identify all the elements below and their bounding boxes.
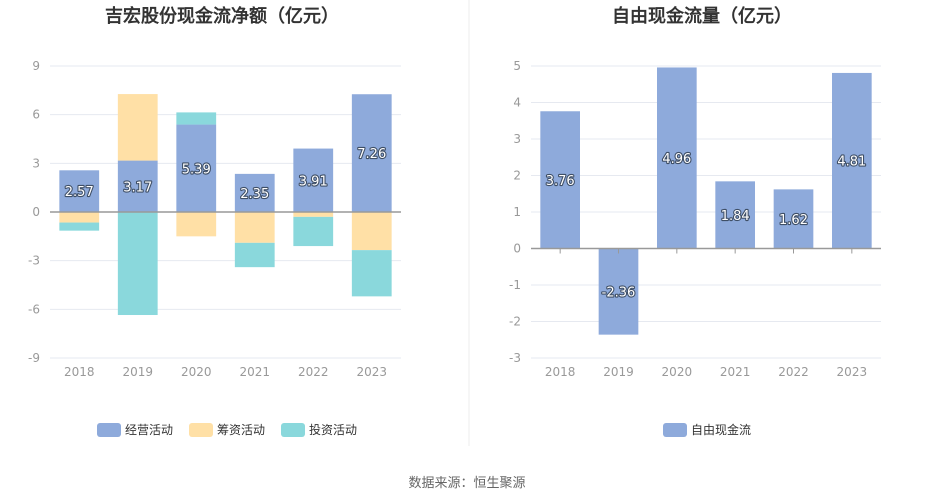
legend-label: 经营活动 xyxy=(125,423,173,437)
bar-2019-s1 xyxy=(117,94,158,161)
legend-item[interactable]: 经营活动 xyxy=(97,423,173,437)
y-tick-label: 2 xyxy=(513,169,521,183)
y-tick-label: -3 xyxy=(509,351,521,365)
x-tick-label: 2021 xyxy=(720,365,751,379)
bar-2020-s1 xyxy=(176,212,217,237)
x-tick-label: 2020 xyxy=(662,365,693,379)
y-tick-label: 3 xyxy=(32,156,40,170)
legend-item[interactable]: 投资活动 xyxy=(281,422,357,437)
grid xyxy=(531,65,881,359)
bar-2020-s0 xyxy=(176,124,217,212)
y-tick-label: -6 xyxy=(28,302,40,316)
data-labels: 2.57 3.17 5.39 2.35 3.91 7.26 xyxy=(64,146,388,203)
x-tick-label: 2022 xyxy=(298,365,329,379)
data-label: 2.35 xyxy=(240,187,269,202)
legend-swatch xyxy=(97,423,121,437)
y-tick-label: 3 xyxy=(513,132,521,146)
y-tick-label: 9 xyxy=(32,59,40,73)
legend-swatch xyxy=(663,423,687,437)
bar-2021-s2 xyxy=(234,242,275,268)
bar-2020-s0 xyxy=(657,67,697,249)
x-tick-label: 2021 xyxy=(239,365,270,379)
data-label: 2.57 xyxy=(65,185,94,200)
data-label: 3.91 xyxy=(299,174,328,189)
bar-2020-s2 xyxy=(176,112,217,125)
data-label: 4.81 xyxy=(837,155,866,170)
y-tick-label: -2 xyxy=(509,315,521,329)
bar-2019-s2 xyxy=(117,212,158,316)
bar-2019-s0 xyxy=(598,248,639,335)
y-tick-label: 4 xyxy=(513,96,521,110)
bar-2022-s0 xyxy=(293,148,334,212)
y-tick-label: 6 xyxy=(32,108,40,122)
data-label: 7.26 xyxy=(357,147,386,162)
legend-swatch xyxy=(189,423,213,437)
x-tick-label: 2023 xyxy=(837,365,868,379)
data-label: 3.17 xyxy=(123,180,152,195)
free-cash-flow-chart: 自由现金流量（亿元） 5 4 3 2 1 0 -1 -2 -3 2018 2019 2020 2021 2… xyxy=(509,5,881,437)
legend: 自由现金流 xyxy=(663,422,751,437)
data-label: -2.36 xyxy=(602,286,636,301)
legend-label: 筹资活动 xyxy=(217,423,265,437)
data-labels: 3.76 -2.36 4.96 1.84 1.62 4.81 xyxy=(545,151,868,302)
cash-flow-net-chart: 吉宏股份现金流净额（亿元） 9 6 3 0 -3 -6 -9 2018 2019 2020 2021… xyxy=(28,5,401,437)
chart-title: 自由现金流量（亿元） xyxy=(612,5,792,27)
bar-2021-s0 xyxy=(234,173,275,212)
legend-item[interactable]: 自由现金流 xyxy=(663,422,751,437)
x-tick-label: 2019 xyxy=(603,365,634,379)
y-tick-label: -9 xyxy=(28,351,40,365)
y-tick-label: -1 xyxy=(509,278,521,292)
y-tick-label: 1 xyxy=(513,205,521,219)
bar-2023-s1 xyxy=(351,212,392,251)
data-label: 5.39 xyxy=(182,162,211,177)
bar-2018-s0 xyxy=(540,111,580,249)
x-tick-label: 2020 xyxy=(181,365,212,379)
x-tick-label: 2023 xyxy=(356,365,387,379)
y-tick-label: 0 xyxy=(513,242,521,256)
y-tick-label: 0 xyxy=(32,205,40,219)
axes: 9 6 3 0 -3 -6 -9 2018 2019 2020 2021 2022 2023 xyxy=(28,59,401,379)
bar-2019-s0 xyxy=(117,160,158,212)
x-tick-label: 2018 xyxy=(64,365,95,379)
bar-2018-s1 xyxy=(59,212,100,223)
bar-2022-s2 xyxy=(293,216,334,247)
y-tick-label: 5 xyxy=(513,59,521,73)
legend: 经营活动 筹资活动 投资活动 xyxy=(97,422,357,437)
x-tick-label: 2022 xyxy=(778,365,809,379)
y-tick-label: -3 xyxy=(28,254,40,268)
bar-2018-s2 xyxy=(59,222,100,231)
legend-item[interactable]: 筹资活动 xyxy=(189,423,265,437)
bar-2023-s0 xyxy=(351,94,392,212)
bar-2022-s0 xyxy=(773,189,814,249)
legend-label: 投资活动 xyxy=(309,422,357,437)
chart-title: 吉宏股份现金流净额（亿元） xyxy=(105,5,339,27)
bar-2023-s2 xyxy=(351,250,392,297)
data-label: 1.84 xyxy=(721,209,750,224)
bars xyxy=(59,94,392,316)
bar-2023-s0 xyxy=(832,72,872,249)
legend-swatch xyxy=(281,423,305,437)
bar-2018-s0 xyxy=(59,170,100,212)
data-label: 3.76 xyxy=(546,174,575,189)
legend-label: 自由现金流 xyxy=(691,422,751,437)
source-note: 数据来源：恒生聚源 xyxy=(408,476,525,491)
bar-2021-s0 xyxy=(715,181,755,249)
bars xyxy=(540,67,872,335)
bar-2021-s1 xyxy=(234,212,275,243)
axes: 5 4 3 2 1 0 -1 -2 -3 2018 2019 2020 2021 2022 2023 xyxy=(509,59,881,379)
bar-2022-s1 xyxy=(293,212,334,217)
x-tick-label: 2019 xyxy=(122,365,153,379)
x-tick-label: 2018 xyxy=(545,365,576,379)
data-label: 1.62 xyxy=(779,213,808,228)
grid xyxy=(50,65,401,359)
data-label: 4.96 xyxy=(662,152,691,167)
